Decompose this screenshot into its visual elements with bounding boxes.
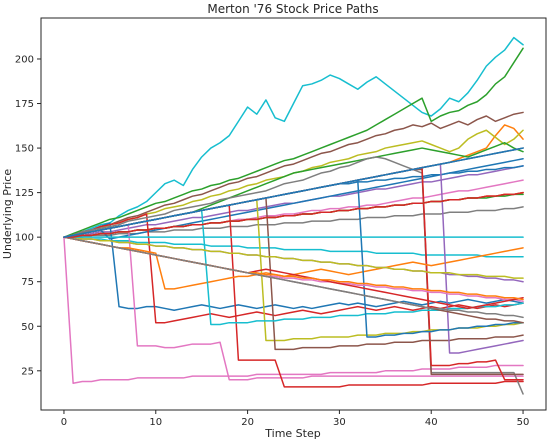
- series-line-6: [63, 165, 524, 238]
- series-line-14: [63, 222, 524, 311]
- x-axis: 0 10 20 30 40 50: [61, 410, 530, 428]
- series-line-10: [63, 206, 524, 238]
- y-tick-label: 75: [21, 277, 34, 288]
- x-tick-label: 40: [425, 417, 438, 428]
- x-tick-label: 0: [61, 417, 67, 428]
- x-tick-label: 50: [517, 417, 530, 428]
- x-tick-label: 20: [241, 417, 254, 428]
- series-line-13: [63, 158, 524, 240]
- x-tick-label: 10: [149, 417, 162, 428]
- y-tick-label: 50: [21, 322, 34, 333]
- series-line-1: [63, 36, 524, 238]
- chart-title: Merton '76 Stock Price Paths: [207, 2, 378, 16]
- series-line-16: [63, 236, 524, 385]
- y-axis: 25 50 75 100 125 150 175 200: [15, 54, 41, 377]
- series-line-15: [63, 213, 524, 324]
- y-tick-label: 200: [15, 54, 34, 65]
- y-tick-label: 25: [21, 366, 34, 377]
- y-tick-label: 175: [15, 99, 34, 110]
- series-line-41: [63, 147, 524, 238]
- y-tick-label: 150: [15, 144, 34, 155]
- series-line-2: [63, 47, 524, 238]
- series-layer: [63, 36, 524, 395]
- series-line-36: [63, 236, 524, 279]
- series-line-5: [63, 129, 524, 238]
- series-line-39: [63, 191, 524, 238]
- plot-frame: [40, 17, 547, 411]
- series-line-33: [63, 236, 524, 310]
- y-tick-label: 100: [15, 233, 34, 244]
- series-line-12: [63, 236, 524, 258]
- series-line-17: [63, 223, 524, 381]
- series-line-3: [63, 111, 524, 238]
- y-tick-label: 125: [15, 188, 34, 199]
- x-tick-label: 30: [333, 417, 346, 428]
- series-line-19: [63, 156, 524, 395]
- y-axis-title: Underlying Price: [1, 169, 14, 259]
- x-axis-title: Time Step: [264, 427, 320, 440]
- series-line-18: [63, 204, 524, 388]
- series-line-7: [63, 165, 524, 238]
- series-line-35: [63, 236, 524, 319]
